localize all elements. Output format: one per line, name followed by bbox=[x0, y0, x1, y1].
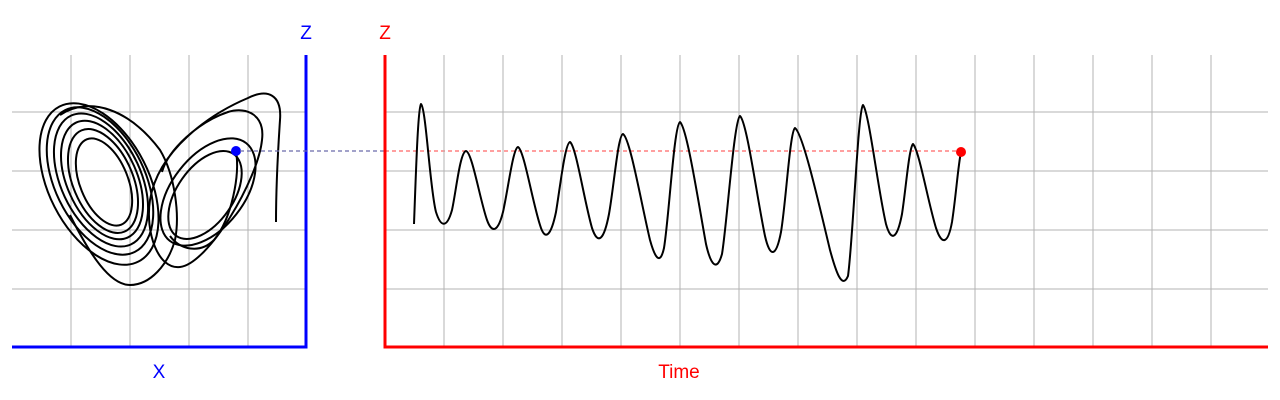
phase-plot: Z X bbox=[12, 23, 312, 383]
time-axis-label: Time bbox=[658, 362, 700, 383]
time-z-axis-label: Z bbox=[379, 23, 391, 44]
right-lobe-loop bbox=[141, 121, 274, 263]
phase-current-point-marker bbox=[231, 146, 241, 156]
z-time-trace bbox=[414, 104, 961, 281]
phase-x-axis-label: X bbox=[153, 362, 166, 383]
phase-grid bbox=[12, 55, 306, 347]
time-grid bbox=[385, 55, 1268, 347]
time-current-point-marker bbox=[956, 147, 966, 157]
phase-trajectory bbox=[15, 84, 280, 285]
time-plot: Z Time bbox=[379, 23, 1268, 383]
right-lobe-loop bbox=[153, 138, 256, 252]
phase-z-axis-label: Z bbox=[300, 23, 312, 44]
left-lobe-loop bbox=[54, 119, 152, 244]
